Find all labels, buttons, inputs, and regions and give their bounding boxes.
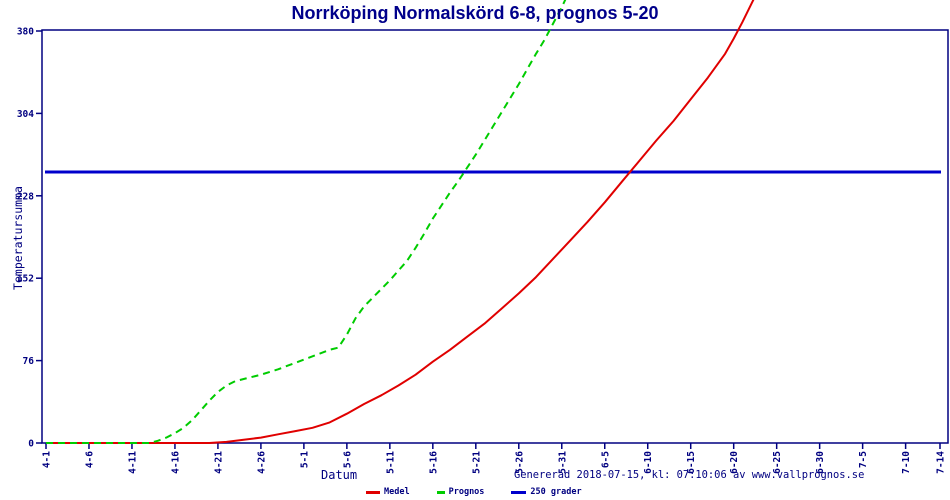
x-tick-label: 5-31 <box>557 451 568 474</box>
x-tick-label: 5-6 <box>342 451 353 468</box>
x-tick-label: 5-1 <box>299 451 310 468</box>
x-tick-label: 5-16 <box>428 451 439 474</box>
legend-label-250-grader: 250 grader <box>530 487 582 497</box>
legend-label-prognos: Prognos <box>448 487 485 497</box>
y-tick-label: 228 <box>17 191 34 202</box>
y-axis-title: Temperatursumma <box>11 186 25 290</box>
y-tick-label: 304 <box>17 109 34 120</box>
x-tick-label: 5-21 <box>471 451 482 474</box>
x-tick-label: 7-5 <box>858 451 869 468</box>
series-prognos <box>46 0 567 444</box>
x-tick-label: 4-16 <box>170 451 181 474</box>
x-tick-label: 5-26 <box>514 451 525 474</box>
x-tick-label: 6-25 <box>772 451 783 474</box>
y-tick-label: 152 <box>17 274 34 285</box>
x-tick-label: 5-11 <box>385 451 396 474</box>
generated-timestamp: Genererad 2018-07-15, kl: 07:10:06 av ww… <box>514 469 865 481</box>
x-axis-title: Datum <box>321 468 358 482</box>
x-tick-label: 6-30 <box>815 451 826 474</box>
series-medel <box>46 0 755 444</box>
legend-item-250-grader: 250 grader <box>511 487 582 497</box>
y-tick-label: 0 <box>28 439 34 450</box>
x-tick-label: 4-1 <box>42 451 53 468</box>
legend-swatch-prognos <box>436 490 445 494</box>
x-tick-label: 4-26 <box>256 451 267 474</box>
legend-item-medel: Medel <box>366 487 410 497</box>
y-tick-label: 380 <box>17 27 34 38</box>
y-tick-label: 76 <box>23 356 35 367</box>
x-tick-label: 4-11 <box>127 451 138 474</box>
legend-swatch-250-grader <box>511 490 527 494</box>
x-tick-label: 4-21 <box>213 451 224 474</box>
x-tick-label: 6-20 <box>729 451 740 474</box>
chart-title: Norrköping Normalskörd 6-8, prognos 5-20 <box>291 3 659 23</box>
legend-swatch-medel <box>366 490 380 494</box>
x-tick-label: 6-15 <box>686 451 697 474</box>
legend: Medel Prognos 250 grader <box>366 487 609 497</box>
x-tick-label: 6-5 <box>600 451 611 468</box>
x-tick-label: 7-14 <box>936 451 947 474</box>
legend-label-medel: Medel <box>384 487 410 497</box>
x-tick-label: 7-10 <box>901 451 912 474</box>
plot-border <box>41 29 949 444</box>
legend-item-prognos: Prognos <box>436 487 485 497</box>
x-tick-label: 6-10 <box>643 451 654 474</box>
x-tick-label: 4-6 <box>84 451 95 468</box>
